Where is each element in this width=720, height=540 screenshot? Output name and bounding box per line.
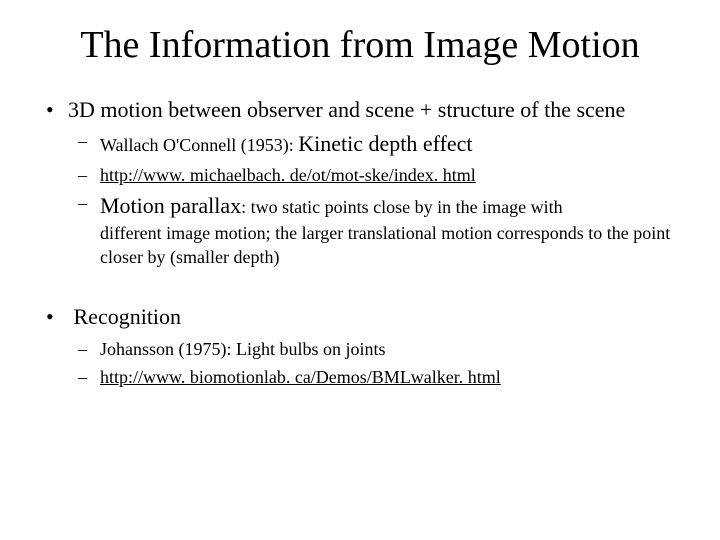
bullet-item: Recognition Johansson (1975): Light bulb… xyxy=(40,303,680,389)
sub-lead: Motion parallax xyxy=(100,193,241,218)
sub-tail: : two static points close by in the imag… xyxy=(241,197,562,217)
sub-bullet-item: Motion parallax: two static points close… xyxy=(68,191,680,269)
link-text[interactable]: http://www. biomotionlab. ca/Demos/BMLwa… xyxy=(100,367,501,387)
sub-main: Johansson (1975): Light bulbs on joints xyxy=(100,339,386,359)
bullet-text-inner: Recognition xyxy=(74,304,182,329)
sub-bullet-list: Johansson (1975): Light bulbs on joints … xyxy=(68,337,680,390)
sub-prefix: Wallach O'Connell (1953): xyxy=(100,135,298,155)
bullet-list: 3D motion between observer and scene + s… xyxy=(40,96,680,270)
sub-bullet-list: Wallach O'Connell (1953): Kinetic depth … xyxy=(68,129,680,269)
bullet-list: Recognition Johansson (1975): Light bulb… xyxy=(40,303,680,389)
slide: The Information from Image Motion 3D mot… xyxy=(0,0,720,540)
bullet-text: Recognition xyxy=(68,304,181,329)
slide-title: The Information from Image Motion xyxy=(40,24,680,68)
sub-tail: different image motion; the larger trans… xyxy=(100,223,670,267)
link-text[interactable]: http://www. michaelbach. de/ot/mot-ske/i… xyxy=(100,165,476,185)
sub-bullet-item: Wallach O'Connell (1953): Kinetic depth … xyxy=(68,129,680,159)
sub-main: Kinetic depth effect xyxy=(298,131,472,156)
sub-bullet-item: Johansson (1975): Light bulbs on joints xyxy=(68,337,680,361)
bullet-item: 3D motion between observer and scene + s… xyxy=(40,96,680,270)
bullet-text: 3D motion between observer and scene + s… xyxy=(68,97,625,122)
spacer xyxy=(40,275,680,303)
sub-bullet-item: http://www. michaelbach. de/ot/mot-ske/i… xyxy=(68,163,680,187)
sub-bullet-item: http://www. biomotionlab. ca/Demos/BMLwa… xyxy=(68,365,680,389)
